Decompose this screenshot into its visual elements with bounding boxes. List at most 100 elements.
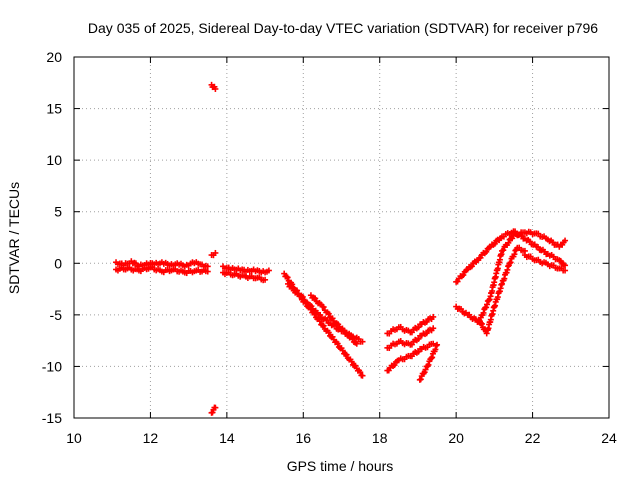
- data-point: [204, 263, 211, 270]
- data-point: [359, 338, 366, 345]
- series-segment-2: [113, 264, 211, 277]
- x-tick-label: 12: [143, 430, 159, 446]
- data-point: [506, 260, 513, 267]
- data-point: [283, 273, 290, 280]
- y-tick-label: -10: [42, 358, 62, 374]
- data-point: [422, 366, 429, 373]
- data-point: [343, 351, 350, 358]
- data-point: [297, 293, 304, 300]
- data-point: [477, 320, 484, 327]
- data-point: [485, 297, 492, 304]
- data-point: [500, 247, 507, 254]
- data-point: [343, 329, 350, 336]
- data-point: [430, 313, 437, 320]
- data-point: [484, 301, 491, 308]
- y-axis-label: SDTVAR / TECUs: [6, 182, 22, 294]
- x-tick-label: 14: [219, 430, 235, 446]
- data-point: [212, 404, 219, 411]
- data-point: [312, 295, 319, 302]
- data-point: [212, 249, 219, 256]
- data-point: [562, 267, 569, 274]
- data-point: [311, 310, 318, 317]
- data-point: [417, 376, 424, 383]
- data-point: [505, 239, 512, 246]
- series-segment-4: [208, 404, 219, 416]
- chart-title: Day 035 of 2025, Sidereal Day-to-day VTE…: [88, 20, 598, 36]
- y-tick-label: -15: [42, 410, 62, 426]
- data-points: [113, 81, 569, 416]
- data-point: [477, 254, 484, 261]
- series-segment-12: [384, 325, 437, 352]
- data-point: [491, 240, 498, 247]
- data-point: [480, 309, 487, 316]
- series-segment-10: [307, 292, 360, 347]
- y-tick-label: 5: [54, 204, 62, 220]
- data-point: [349, 335, 356, 342]
- data-point: [483, 304, 490, 311]
- data-point: [320, 322, 327, 329]
- series-segment-15: [453, 228, 569, 285]
- plot-frame: [73, 56, 610, 419]
- x-tick-label: 18: [372, 430, 388, 446]
- series-segment-5: [208, 249, 219, 259]
- series-segment-11: [384, 313, 437, 337]
- data-point: [507, 259, 514, 266]
- y-tick-label: 20: [46, 49, 62, 65]
- data-point: [204, 268, 211, 275]
- x-tick-label: 10: [66, 430, 82, 446]
- x-tick-label: 24: [601, 430, 617, 446]
- data-point: [284, 274, 291, 281]
- y-tick-label: 10: [46, 152, 62, 168]
- data-point: [289, 284, 296, 291]
- series-segment-13: [384, 340, 437, 374]
- data-point: [339, 347, 346, 354]
- data-point: [320, 304, 327, 311]
- data-point: [429, 354, 436, 361]
- y-tick-label: 0: [54, 255, 62, 271]
- series-segment-18: [521, 252, 569, 274]
- data-point: [483, 248, 490, 255]
- data-point: [434, 341, 441, 348]
- data-point: [511, 251, 518, 258]
- series-segment-9: [285, 280, 366, 379]
- data-point: [316, 318, 323, 325]
- data-point: [468, 263, 475, 270]
- data-point: [460, 272, 467, 279]
- series-segment-3: [208, 81, 219, 92]
- data-point: [359, 372, 366, 379]
- y-tick-label: 15: [46, 101, 62, 117]
- data-point: [408, 341, 415, 348]
- data-point: [302, 299, 309, 306]
- axis-ticks: 10 12 14 16 18 20 22 24 -15 -10 -5 0 5 10 15 20: [42, 49, 617, 446]
- x-tick-label: 22: [525, 430, 541, 446]
- series-segment-17: [476, 244, 528, 337]
- data-point: [454, 278, 461, 285]
- y-tick-label: -5: [50, 307, 63, 323]
- data-point: [415, 335, 422, 342]
- data-point: [432, 346, 439, 353]
- data-point: [357, 369, 364, 376]
- data-point: [425, 361, 432, 368]
- data-point: [325, 310, 332, 317]
- data-point: [212, 85, 219, 92]
- data-point: [430, 325, 437, 332]
- x-tick-label: 20: [448, 430, 464, 446]
- data-point: [262, 276, 269, 283]
- x-tick-label: 16: [295, 430, 311, 446]
- data-point: [476, 317, 483, 324]
- data-point: [325, 329, 332, 336]
- data-point: [391, 362, 398, 369]
- grid: [74, 57, 609, 418]
- data-point: [335, 321, 342, 328]
- series-segment-16: [453, 228, 569, 326]
- data-point: [430, 340, 437, 347]
- series-segment-14: [416, 341, 441, 383]
- series-segment-7: [220, 269, 269, 284]
- data-point: [348, 358, 355, 365]
- x-axis-label: GPS time / hours: [287, 458, 394, 474]
- data-point: [478, 320, 485, 327]
- data-point: [265, 267, 272, 274]
- data-point: [334, 340, 341, 347]
- data-point: [353, 340, 360, 347]
- series-segment-1: [113, 258, 211, 270]
